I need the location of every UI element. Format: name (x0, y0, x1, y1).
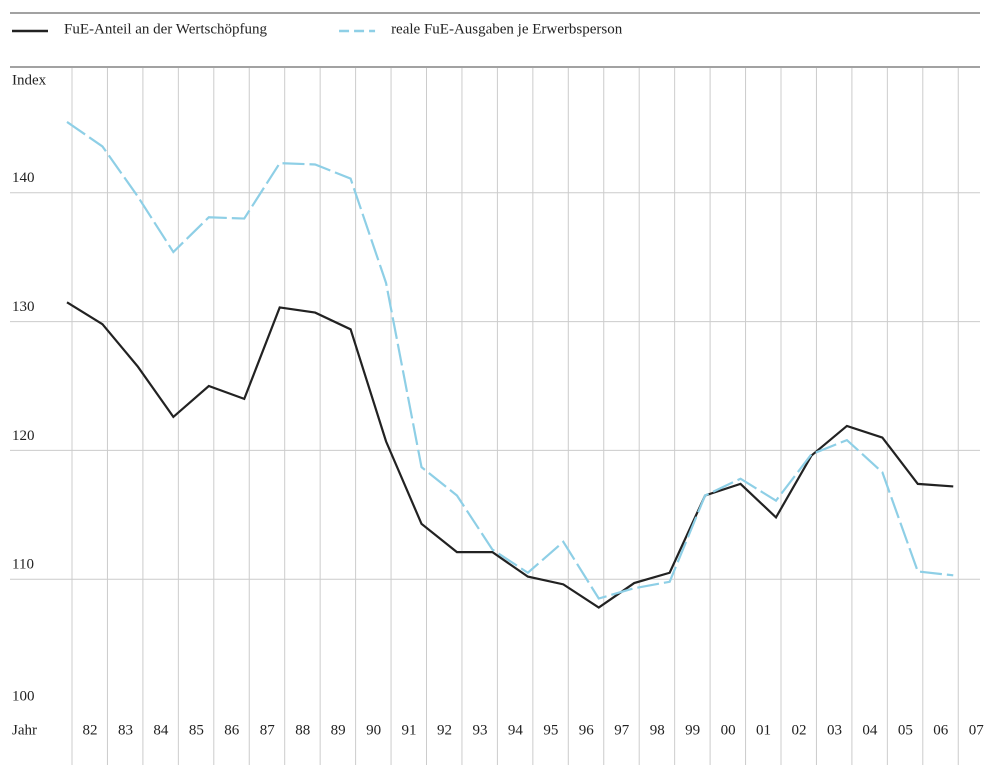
y-tick-label: 110 (12, 557, 34, 573)
x-tick-label: 86 (224, 722, 240, 738)
x-tick-label: 84 (153, 722, 169, 738)
x-tick-label: 83 (118, 722, 133, 738)
legend-label: FuE-Anteil an der Wertschöpfung (64, 21, 268, 37)
x-tick-label: 88 (295, 722, 310, 738)
x-tick-label: 06 (933, 722, 949, 738)
x-tick-label: 97 (614, 722, 630, 738)
legend-label: reale FuE-Ausgaben je Erwerbsperson (391, 21, 623, 37)
x-tick-label: 82 (83, 722, 98, 738)
x-tick-label: 95 (543, 722, 558, 738)
x-tick-label: 05 (898, 722, 913, 738)
x-tick-label: 99 (685, 722, 700, 738)
y-tick-label: 140 (12, 170, 35, 186)
x-tick-label: 91 (402, 722, 417, 738)
x-tick-label: 07 (969, 722, 984, 738)
x-tick-label: 96 (579, 722, 595, 738)
x-tick-label: 90 (366, 722, 381, 738)
x-tick-label: 92 (437, 722, 452, 738)
x-tick-label: 00 (721, 722, 736, 738)
x-tick-label: 02 (792, 722, 807, 738)
x-tick-label: 89 (331, 722, 346, 738)
x-tick-label: 01 (756, 722, 771, 738)
y-axis-label: Index (12, 72, 47, 88)
y-tick-label: 100 (12, 688, 35, 704)
series-line (66, 121, 954, 600)
x-tick-label: 87 (260, 722, 276, 738)
series-line (66, 301, 954, 609)
y-tick-label: 120 (12, 428, 35, 444)
x-tick-label: 85 (189, 722, 204, 738)
x-axis-label: Jahr (12, 722, 37, 738)
x-tick-label: 93 (472, 722, 487, 738)
x-tick-label: 94 (508, 722, 524, 738)
x-tick-label: 03 (827, 722, 842, 738)
y-tick-label: 130 (12, 299, 35, 315)
x-tick-label: 98 (650, 722, 665, 738)
x-tick-label: 04 (862, 722, 878, 738)
